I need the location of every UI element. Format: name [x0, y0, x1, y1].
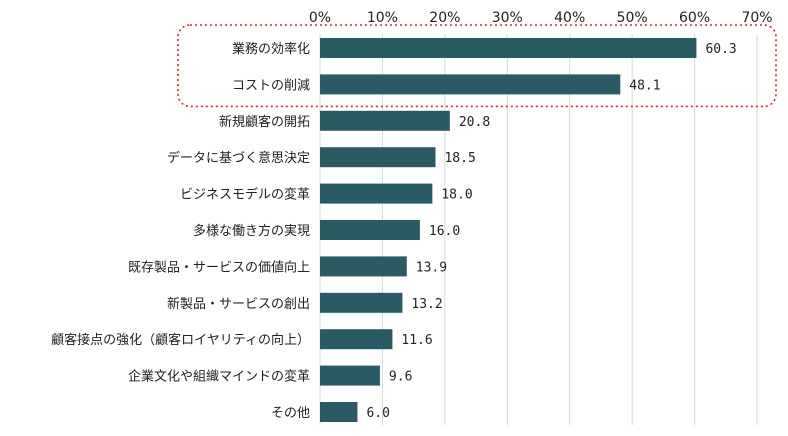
data-label: 60.3: [705, 42, 736, 57]
category-label: コストの削減: [232, 77, 310, 93]
category-label: 企業文化や組織マインドの変革: [128, 369, 310, 385]
highlight-box: [177, 24, 777, 108]
data-label: 18.0: [441, 188, 472, 203]
data-label: 18.5: [444, 151, 475, 166]
data-label: 48.1: [629, 78, 660, 93]
bar: [320, 292, 403, 313]
x-tick-label: 0%: [309, 10, 331, 26]
x-tick-label: 10%: [367, 10, 398, 26]
data-label: 13.2: [411, 297, 442, 312]
bar: [320, 220, 420, 240]
category-label: その他: [271, 406, 310, 421]
bar: [320, 38, 697, 58]
bar: [320, 365, 380, 386]
x-tick-label: 50%: [617, 10, 648, 26]
x-tick-label: 60%: [679, 10, 710, 26]
data-label: 11.6: [401, 333, 432, 348]
x-tick-label: 40%: [554, 10, 585, 26]
category-label: 多様な働き方の実現: [193, 223, 310, 239]
data-label: 9.6: [389, 370, 412, 385]
data-label: 16.0: [429, 224, 460, 239]
category-label: ビジネスモデルの変革: [180, 187, 310, 203]
bar: [320, 256, 407, 277]
data-label: 6.0: [366, 406, 389, 421]
bar: [320, 329, 393, 350]
x-tick-label: 30%: [492, 10, 523, 26]
category-label: データに基づく意思決定: [167, 150, 310, 166]
data-label: 13.9: [416, 260, 447, 275]
category-label: 新製品・サービスの創出: [167, 296, 310, 312]
category-label: 既存製品・サービスの価値向上: [128, 259, 310, 275]
x-tick-label: 70%: [741, 10, 772, 26]
bar: [320, 183, 433, 204]
category-label: 顧客接点の強化（顧客ロイヤリティの向上）: [51, 332, 310, 348]
bar: [320, 74, 621, 95]
x-tick-label: 20%: [429, 10, 460, 26]
bar: [320, 110, 450, 131]
bar: [320, 147, 436, 168]
data-label: 20.8: [459, 115, 490, 130]
category-label: 新規顧客の開拓: [219, 114, 310, 130]
bar: [320, 402, 358, 422]
category-label: 業務の効率化: [232, 41, 310, 57]
